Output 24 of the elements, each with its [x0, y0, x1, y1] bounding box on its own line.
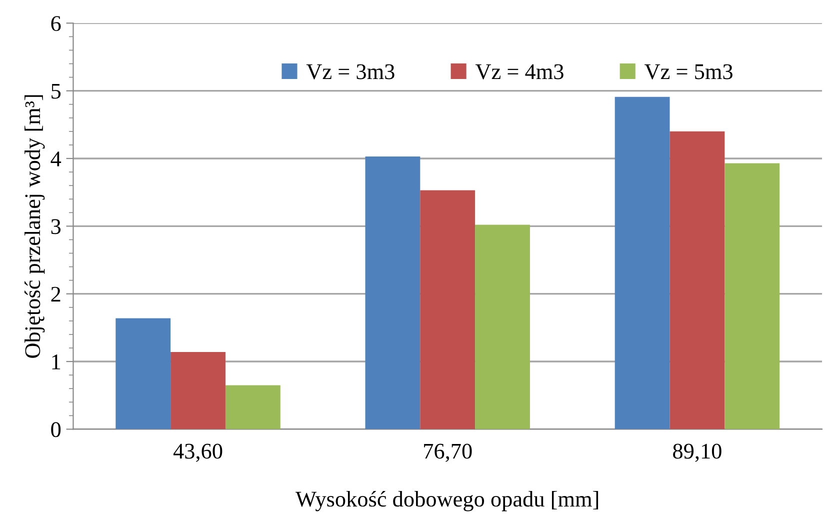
x-tick-label: 43,60	[173, 444, 222, 462]
bar	[225, 385, 280, 430]
bar	[116, 318, 171, 430]
y-tick-label: 4	[50, 152, 62, 166]
bar	[724, 163, 780, 430]
bar	[420, 190, 476, 430]
x-tick-label: 76,70	[424, 444, 472, 462]
y-tick-label: 5	[52, 84, 61, 99]
bar	[670, 131, 725, 430]
y-tick-label: 0	[51, 422, 61, 438]
y-axis-title: Objętość przelanej wody [m³]	[24, 95, 45, 358]
x-axis-title: Wysokość dobowego opadu [mm]	[296, 491, 598, 512]
x-tick-label: 89,10	[673, 444, 722, 462]
y-tick-label: 1	[52, 354, 60, 370]
bar	[475, 224, 530, 430]
bar	[365, 156, 420, 430]
y-tick-label: 6	[51, 16, 61, 32]
bar	[614, 96, 670, 430]
y-tick-label: 3	[51, 219, 61, 234]
bar	[170, 352, 226, 430]
y-tick-label: 2	[51, 286, 60, 302]
legend-label: Vz = 5m3	[644, 64, 732, 80]
legend-label: Vz = 4m3	[475, 64, 564, 80]
legend-label: Vz = 3m3	[306, 64, 394, 80]
